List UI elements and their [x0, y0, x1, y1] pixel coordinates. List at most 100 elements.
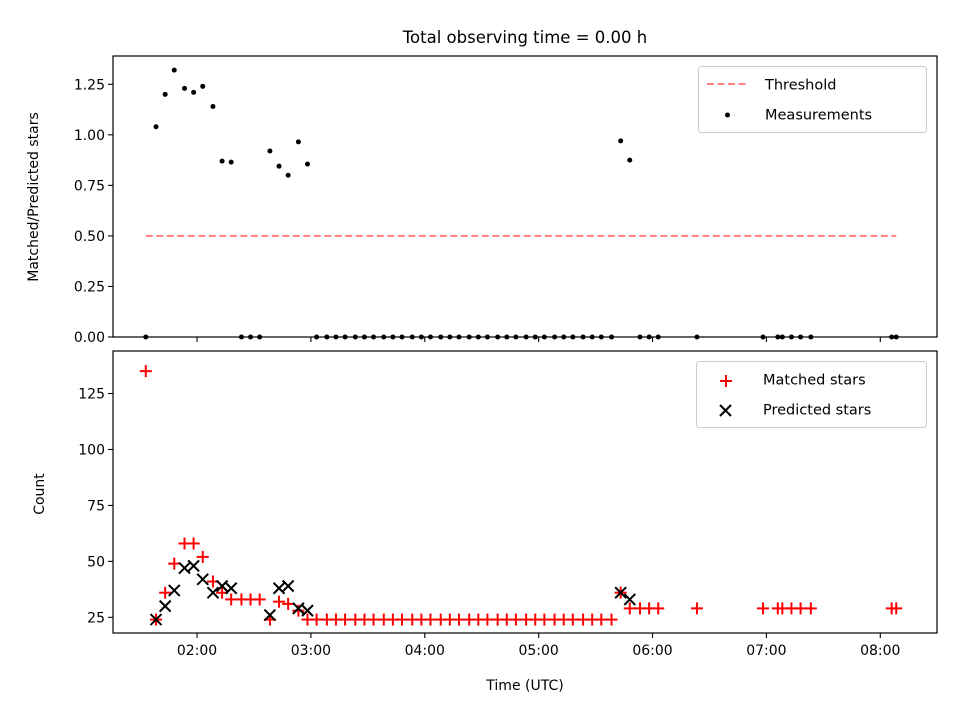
legend-label-predicted-stars: Predicted stars — [763, 403, 871, 419]
predicted-stars-point — [215, 579, 229, 593]
ratio-legend: Threshold Measurements — [698, 66, 927, 133]
measurement-point — [627, 157, 633, 163]
count-x-tick-label: 04:00 — [405, 643, 445, 659]
matched-stars-point — [424, 613, 437, 626]
matched-stars-point — [652, 602, 665, 615]
y-axis-label-ratio: Matched/Predicted stars — [26, 112, 42, 282]
measurement-point — [162, 91, 168, 97]
predicted-stars-point — [178, 561, 191, 575]
ratio-y-tick-label: 0.00 — [74, 330, 105, 346]
matched-stars-point — [253, 593, 266, 606]
matched-stars-point — [187, 537, 200, 550]
matched-stars-point — [367, 613, 380, 626]
legend-label-measurements: Measurements — [765, 108, 872, 124]
predicted-stars-point — [149, 613, 163, 626]
measurement-point — [228, 159, 234, 165]
ratio-y-tick-label: 1.00 — [74, 128, 105, 144]
count-x-tick-label: 06:00 — [632, 643, 672, 659]
matched-stars-point — [890, 602, 903, 615]
matched-stars-point — [690, 602, 703, 615]
matched-stars-point — [225, 593, 238, 606]
predicted-stars-point — [614, 586, 627, 599]
count-x-tick-label: 07:00 — [746, 643, 786, 659]
predicted-stars-point — [196, 573, 209, 586]
matched-stars-legend-swatch — [720, 375, 732, 387]
matched-stars-point — [481, 613, 494, 626]
legend-label-threshold: Threshold — [764, 78, 836, 94]
count-plot-frame — [112, 350, 938, 634]
count-y-tick-label: 50 — [87, 554, 105, 570]
ratio-legend-box — [698, 66, 927, 133]
count-legend: Matched stars Predicted stars — [696, 361, 927, 428]
predicted-stars-point — [292, 602, 305, 615]
matched-stars-point — [396, 613, 409, 626]
count-x-tick-label: 02:00 — [177, 643, 217, 659]
measurements-legend-swatch — [725, 112, 730, 118]
count-y-tick-label: 100 — [78, 442, 105, 458]
matched-stars-point — [509, 613, 522, 626]
predicted-stars-legend-swatch — [719, 404, 732, 417]
measurement-point — [618, 138, 624, 144]
predicted-stars-point — [206, 586, 220, 599]
matched-stars-point — [168, 557, 181, 570]
measurement-point — [304, 161, 310, 167]
measurement-point — [153, 124, 159, 130]
matched-stars-point — [310, 613, 323, 626]
matched-stars-point — [452, 613, 465, 626]
predicted-stars-point — [272, 582, 286, 595]
measurement-point — [210, 104, 216, 110]
matched-stars-point — [605, 613, 618, 626]
predicted-stars-point — [301, 604, 314, 617]
predicted-stars-point — [187, 559, 200, 573]
count-panel: Count Time (UTC) 25 50 75 100 125 02:00 03:00 0… — [32, 350, 938, 694]
predicted-stars-point — [623, 593, 636, 606]
matched-stars-point — [623, 602, 636, 615]
measurement-point — [267, 148, 273, 154]
measurement-point — [182, 85, 188, 91]
measurement-point — [191, 89, 197, 95]
chart-title: Total observing time = 0.00 h — [402, 28, 647, 47]
count-points-layer — [139, 365, 903, 626]
count-x-tick-label: 05:00 — [518, 643, 558, 659]
matched-stars-point — [196, 550, 209, 563]
predicted-stars-point — [281, 579, 295, 593]
matched-stars-point — [273, 595, 286, 608]
measurement-point — [276, 163, 282, 169]
matched-stars-point — [804, 602, 817, 615]
predicted-stars-point — [168, 584, 181, 597]
count-x-tick-label: 08:00 — [860, 643, 900, 659]
predicted-stars-point — [158, 599, 172, 613]
measurement-point — [200, 83, 206, 89]
matched-stars-point — [566, 613, 579, 626]
ratio-y-tick-label: 0.25 — [74, 279, 105, 295]
ratio-axis-ticks: 0.00 0.25 0.50 0.75 1.00 1.25 — [74, 77, 881, 346]
count-legend-box — [696, 361, 927, 428]
y-axis-label-count: Count — [32, 473, 48, 515]
matched-stars-point — [159, 586, 172, 599]
matched-stars-point — [756, 602, 769, 615]
measurement-point — [295, 139, 301, 145]
x-axis-label: Time (UTC) — [485, 678, 563, 694]
ratio-plot-frame — [112, 55, 938, 338]
count-y-tick-label: 75 — [87, 498, 105, 514]
matched-stars-point — [139, 365, 152, 378]
matched-stars-point — [282, 597, 295, 610]
count-x-tick-label: 03:00 — [291, 643, 331, 659]
ratio-y-tick-label: 0.50 — [74, 229, 105, 245]
matched-stars-point — [339, 613, 352, 626]
ratio-y-tick-label: 1.25 — [74, 77, 105, 93]
matched-stars-point — [538, 613, 551, 626]
measurement-point — [171, 67, 177, 73]
measurement-point — [285, 172, 291, 178]
matched-stars-point — [794, 602, 807, 615]
count-y-tick-label: 125 — [78, 387, 105, 403]
predicted-stars-point — [224, 582, 238, 595]
count-y-tick-label: 25 — [87, 610, 105, 626]
count-axis-ticks: 25 50 75 100 125 02:00 03:00 04:00 05:00 06:00 07:… — [78, 387, 900, 659]
matched-stars-point — [292, 604, 305, 617]
predicted-stars-point — [263, 608, 277, 622]
ratio-y-tick-label: 0.75 — [74, 178, 105, 194]
matched-stars-point — [595, 613, 608, 626]
legend-label-matched-stars: Matched stars — [763, 373, 866, 389]
